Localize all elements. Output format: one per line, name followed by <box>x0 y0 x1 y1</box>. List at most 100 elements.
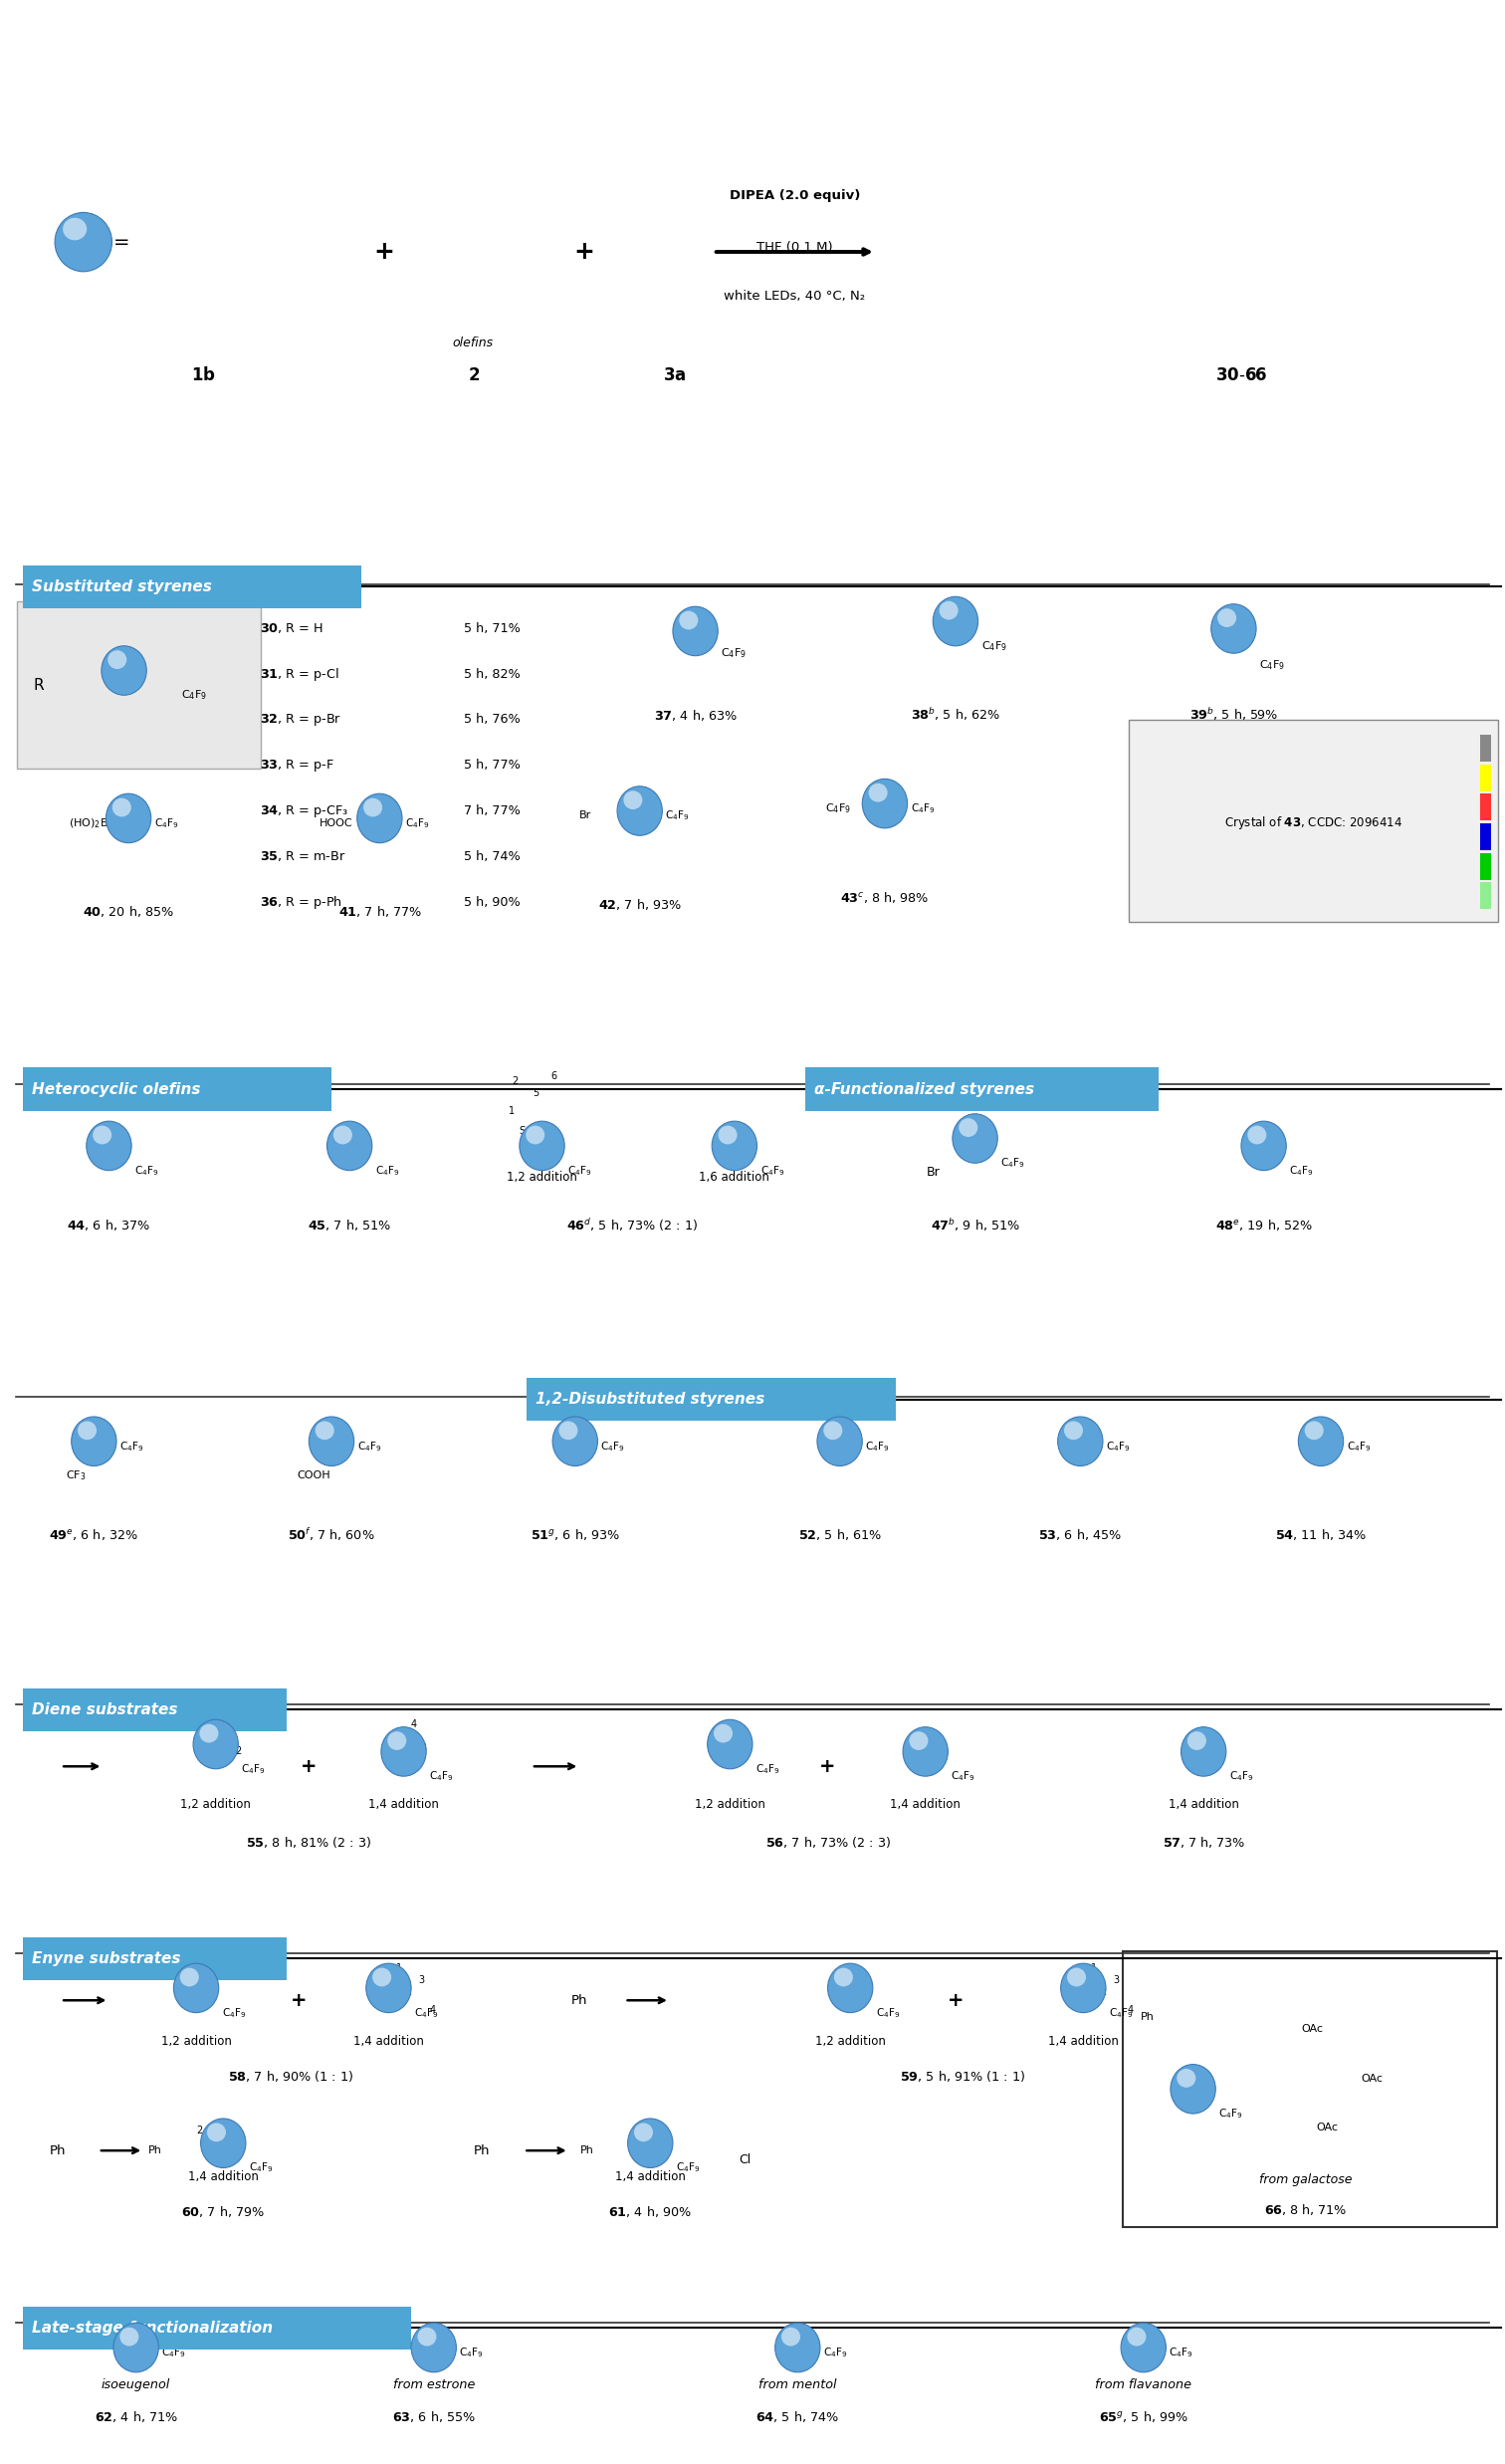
Text: 1,4 addition: 1,4 addition <box>369 1799 439 1811</box>
Text: 1,2-Disubstituted styrenes: 1,2-Disubstituted styrenes <box>536 1392 765 1407</box>
FancyBboxPatch shape <box>527 1377 895 1422</box>
Text: 1,2 addition: 1,2 addition <box>816 2035 885 2048</box>
Text: C$_4$F$_9$: C$_4$F$_9$ <box>911 801 935 816</box>
Ellipse shape <box>327 1121 372 1170</box>
Text: 5 h, 74%: 5 h, 74% <box>464 850 521 862</box>
Text: $\mathbf{66}$, 8 h, 71%: $\mathbf{66}$, 8 h, 71% <box>1264 2203 1347 2218</box>
FancyBboxPatch shape <box>23 1688 286 1732</box>
Ellipse shape <box>1061 1964 1106 2013</box>
Text: THF (0.1 M): THF (0.1 M) <box>757 241 832 254</box>
Ellipse shape <box>1299 1417 1344 1466</box>
Text: $\mathbf{31}$, R = p-Cl: $\mathbf{31}$, R = p-Cl <box>259 665 339 683</box>
Text: 2: 2 <box>196 2126 202 2136</box>
Text: $\mathbf{30}$, R = H: $\mathbf{30}$, R = H <box>259 621 324 636</box>
Text: OAc: OAc <box>1302 2025 1323 2035</box>
Text: 4: 4 <box>1127 2006 1133 2016</box>
Text: olefins: olefins <box>453 338 494 350</box>
Text: +: + <box>373 239 394 264</box>
Text: 1,2 addition: 1,2 addition <box>695 1799 765 1811</box>
Ellipse shape <box>903 1727 948 1777</box>
Text: C$_4$F$_9$: C$_4$F$_9$ <box>823 2346 847 2361</box>
Text: $\mathbf{49}$$^e$, 6 h, 32%: $\mathbf{49}$$^e$, 6 h, 32% <box>50 1528 138 1542</box>
Text: C$_4$F$_9$: C$_4$F$_9$ <box>1219 2107 1243 2122</box>
Text: 3: 3 <box>418 1976 424 1986</box>
Text: COOH: COOH <box>296 1471 330 1481</box>
Text: α-Functionalized styrenes: α-Functionalized styrenes <box>814 1082 1034 1096</box>
Text: 4: 4 <box>429 2006 435 2016</box>
Text: C$_4$F$_9$: C$_4$F$_9$ <box>1260 658 1285 673</box>
Text: C$_4$F$_9$: C$_4$F$_9$ <box>459 2346 483 2361</box>
Text: $\mathbf{35}$, R = m-Br: $\mathbf{35}$, R = m-Br <box>259 850 345 862</box>
Text: 1,2 addition: 1,2 addition <box>181 1799 251 1811</box>
Text: C$_4$F$_9$: C$_4$F$_9$ <box>405 816 429 830</box>
Ellipse shape <box>679 611 698 631</box>
Ellipse shape <box>193 1720 238 1769</box>
Text: Ph: Ph <box>581 2146 594 2156</box>
Text: 2: 2 <box>235 1747 241 1757</box>
Text: from flavanone: from flavanone <box>1096 2378 1192 2390</box>
Ellipse shape <box>357 793 402 843</box>
Text: 1,6 addition: 1,6 addition <box>700 1170 769 1183</box>
Text: 2: 2 <box>512 1077 518 1087</box>
Ellipse shape <box>101 646 146 695</box>
Text: C$_4$F$_9$: C$_4$F$_9$ <box>154 816 179 830</box>
Ellipse shape <box>862 779 908 828</box>
FancyBboxPatch shape <box>23 1937 286 1981</box>
Bar <box>1481 853 1491 880</box>
Text: +: + <box>947 1991 963 2011</box>
Text: C$_4$F$_9$: C$_4$F$_9$ <box>1290 1163 1314 1178</box>
Text: $\mathbf{50}$$^f$, 7 h, 60%: $\mathbf{50}$$^f$, 7 h, 60% <box>287 1528 375 1542</box>
Ellipse shape <box>834 1969 853 1986</box>
Ellipse shape <box>1171 2065 1216 2114</box>
Ellipse shape <box>1067 1969 1087 1986</box>
Text: from mentol: from mentol <box>759 2378 837 2390</box>
Text: $\mathbf{1b}$: $\mathbf{1b}$ <box>191 367 217 384</box>
Ellipse shape <box>933 596 978 646</box>
Ellipse shape <box>525 1126 545 1143</box>
Text: (HO)$_2$B: (HO)$_2$B <box>68 816 108 830</box>
Text: C$_4$F$_9$: C$_4$F$_9$ <box>1106 1439 1130 1454</box>
Ellipse shape <box>828 1964 873 2013</box>
Ellipse shape <box>411 2324 456 2373</box>
Text: +: + <box>290 1991 307 2011</box>
Text: from galactose: from galactose <box>1260 2173 1353 2186</box>
Text: R: R <box>33 678 44 692</box>
Text: C$_4$F$_9$: C$_4$F$_9$ <box>181 687 208 702</box>
FancyBboxPatch shape <box>805 1067 1159 1111</box>
Text: 3: 3 <box>420 1745 426 1754</box>
Ellipse shape <box>372 1969 391 1986</box>
Text: C$_4$F$_9$: C$_4$F$_9$ <box>676 2161 700 2176</box>
Text: C$_4$F$_9$: C$_4$F$_9$ <box>375 1163 399 1178</box>
Text: 5 h, 90%: 5 h, 90% <box>464 894 521 909</box>
Ellipse shape <box>519 1121 564 1170</box>
Text: Ph: Ph <box>474 2144 491 2156</box>
Ellipse shape <box>105 793 150 843</box>
Ellipse shape <box>959 1119 978 1136</box>
Ellipse shape <box>823 1422 843 1439</box>
Text: 5 h, 77%: 5 h, 77% <box>464 759 521 771</box>
Bar <box>1481 882 1491 909</box>
Text: C$_4$F$_9$: C$_4$F$_9$ <box>134 1163 160 1178</box>
Ellipse shape <box>363 798 382 816</box>
Ellipse shape <box>817 1417 862 1466</box>
Text: 1,2 addition: 1,2 addition <box>507 1170 578 1183</box>
Text: $\mathbf{3a}$: $\mathbf{3a}$ <box>662 367 686 384</box>
Text: +: + <box>301 1757 318 1777</box>
Text: C$_4$F$_9$: C$_4$F$_9$ <box>951 1769 975 1784</box>
FancyBboxPatch shape <box>23 1067 331 1111</box>
Text: CF$_3$: CF$_3$ <box>66 1469 86 1481</box>
Ellipse shape <box>953 1114 998 1163</box>
Text: 7 h, 77%: 7 h, 77% <box>464 803 521 818</box>
Text: C$_4$F$_9$: C$_4$F$_9$ <box>414 2006 438 2020</box>
Text: HOOC: HOOC <box>319 818 354 828</box>
Text: C$_4$F$_9$: C$_4$F$_9$ <box>981 638 1007 653</box>
Text: C$_4$F$_9$: C$_4$F$_9$ <box>1169 2346 1193 2361</box>
Text: $\mathbf{40}$, 20 h, 85%: $\mathbf{40}$, 20 h, 85% <box>83 904 175 919</box>
Text: S: S <box>519 1126 525 1136</box>
Ellipse shape <box>718 1126 737 1143</box>
Text: Substituted styrenes: Substituted styrenes <box>32 579 212 594</box>
Ellipse shape <box>200 2119 245 2168</box>
Text: $\mathbf{60}$, 7 h, 79%: $\mathbf{60}$, 7 h, 79% <box>182 2205 265 2220</box>
Text: 5: 5 <box>533 1089 539 1099</box>
Text: $\mathbf{42}$, 7 h, 93%: $\mathbf{42}$, 7 h, 93% <box>597 897 682 912</box>
